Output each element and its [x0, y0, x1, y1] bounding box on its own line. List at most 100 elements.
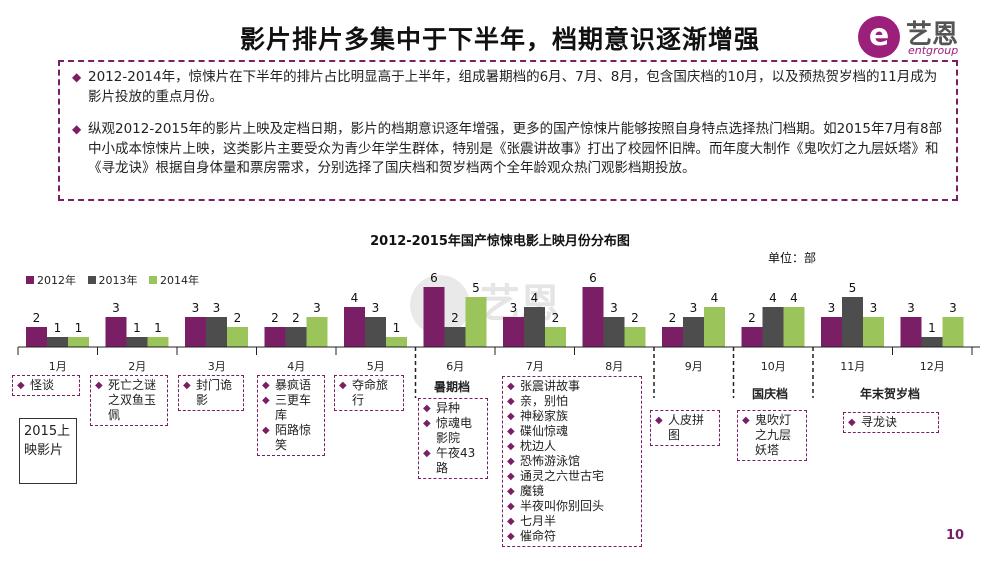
- data-label: 2: [552, 311, 560, 325]
- list-item: ◆ 三更车库: [262, 393, 312, 422]
- list-item: ◆ 怪谈: [17, 378, 55, 392]
- films-sep: ◆ 人皮拼图: [650, 410, 720, 446]
- diamond-bullet-icon: ◆: [655, 415, 663, 426]
- films-oct: ◆ 鬼吹灯之九层妖塔: [737, 410, 807, 461]
- bar-2014年-10月: [783, 307, 805, 347]
- data-label: 4: [351, 291, 359, 305]
- data-label: 4: [790, 291, 798, 305]
- data-label: 4: [769, 291, 777, 305]
- diamond-bullet-icon: ◆: [507, 426, 515, 437]
- data-label: 1: [393, 321, 401, 335]
- bar-2014年-4月: [306, 317, 328, 347]
- list-item: ◆ 神秘家族: [507, 409, 569, 423]
- bar-2014年-9月: [704, 307, 725, 347]
- list-item: ◆ 魔镜: [507, 484, 545, 498]
- data-label: 5: [472, 281, 480, 295]
- diamond-bullet-icon: ◆: [507, 456, 515, 467]
- bar-2014年-6月: [465, 297, 487, 347]
- chart-title: 2012-2015年国产惊悚电影上映月份分布图: [370, 234, 630, 249]
- diamond-bullet-icon: ◆: [95, 380, 103, 391]
- summary-point-2: ◆ 纵观2012-2015年的影片上映及定档日期，影片的档期意识逐年增强，更多的国…: [72, 121, 943, 176]
- data-label: 2: [669, 311, 677, 325]
- data-label: 4: [531, 291, 539, 305]
- season-new-year: 年末贺岁档: [859, 387, 920, 401]
- diamond-bullet-icon: ◆: [262, 395, 270, 406]
- summary-point-1: ◆ 2012-2014年，惊悚片在下半年的排片占比明显高于上半年，组成暑期档的6月…: [72, 69, 938, 105]
- label-2015-releases: 2015上映影片: [19, 418, 77, 484]
- bar-2014年-1月: [68, 337, 89, 347]
- diamond-bullet-icon: ◆: [262, 425, 270, 436]
- bar-2014年-3月: [227, 327, 248, 347]
- bar-2014年-11月: [863, 317, 884, 347]
- legend-item-2014: 2014年: [149, 274, 199, 287]
- bar-2012年-12月: [900, 317, 922, 347]
- legend-swatch-2014: [149, 276, 157, 284]
- data-label: 3: [690, 301, 698, 315]
- list-item: ◆ 亲，别怕: [507, 394, 569, 408]
- diamond-bullet-icon: ◆: [423, 448, 431, 459]
- data-label: 2: [748, 311, 756, 325]
- bar-2013年-5月: [365, 317, 386, 347]
- list-item: ◆ 死亡之谜之双鱼玉佩: [95, 378, 157, 422]
- season-summer: 暑期档: [433, 380, 470, 394]
- list-item: ◆ 陌路惊笑: [262, 423, 312, 452]
- tick-label-9月: 9月: [684, 360, 703, 373]
- diamond-bullet-icon: ◆: [507, 501, 515, 512]
- diamond-bullet-icon: ◆: [507, 441, 515, 452]
- bar-2013年-6月: [444, 327, 466, 347]
- bar-2013年-2月: [126, 337, 148, 347]
- data-label: 1: [54, 321, 62, 335]
- diamond-bullet-icon: ◆: [742, 415, 750, 426]
- list-item: ◆ 通灵之六世古宅: [507, 469, 605, 483]
- bar-2014年-5月: [386, 337, 407, 347]
- tick-label-4月: 4月: [287, 360, 306, 373]
- data-label: 4: [711, 291, 719, 305]
- season-national-day: 国庆档: [751, 387, 788, 401]
- diamond-bullet-icon: ◆: [507, 486, 515, 497]
- list-item: ◆ 半夜叫你别回头: [507, 499, 605, 513]
- tick-label-1月: 1月: [48, 360, 67, 373]
- page-number: 10: [946, 528, 965, 543]
- legend-swatch-2013: [87, 276, 96, 284]
- diamond-bullet-icon: ◆: [17, 380, 25, 391]
- diamond-bullet-icon: ◆: [507, 516, 515, 527]
- bar-2012年-7月: [503, 317, 524, 347]
- bar-2012年-5月: [344, 307, 365, 347]
- diamond-bullet-icon: ◆: [423, 418, 431, 429]
- data-label: 2: [451, 311, 459, 325]
- page-title: 影片排片多集中于下半年，档期意识逐渐增强: [239, 25, 760, 54]
- bar-2013年-7月: [524, 307, 545, 347]
- bar-2013年-3月: [206, 317, 227, 347]
- bar-2013年-4月: [285, 327, 307, 347]
- summary-box: ◆ 2012-2014年，惊悚片在下半年的排片占比明显高于上半年，组成暑期档的6月…: [58, 60, 958, 201]
- list-item: ◆ 惊魂电影院: [423, 416, 473, 445]
- bar-2012年-2月: [105, 317, 127, 347]
- data-label: 3: [313, 301, 321, 315]
- tick-label-11月: 11月: [840, 360, 866, 373]
- bar-2013年-12月: [921, 337, 943, 347]
- data-label: 5: [849, 281, 857, 295]
- list-item: ◆ 七月半: [507, 514, 557, 528]
- tick-label-7月: 7月: [525, 360, 544, 373]
- data-label: 3: [510, 301, 518, 315]
- entgroup-logo: e 艺恩 entgroup: [858, 14, 993, 62]
- bar-2013年-11月: [842, 297, 863, 347]
- films-mar: ◆ 封门诡影: [178, 375, 244, 411]
- data-label: 3: [213, 301, 221, 315]
- list-item: ◆ 午夜43路: [423, 446, 476, 475]
- chart-legend: 2012年 2013年 2014年: [26, 272, 207, 288]
- diamond-bullet-icon: ◆: [507, 396, 515, 407]
- bar-2012年-1月: [26, 327, 47, 347]
- bar-2014年-12月: [942, 317, 964, 347]
- data-label: 1: [133, 321, 141, 335]
- data-label: 3: [192, 301, 200, 315]
- list-item: ◆ 碟仙惊魂: [507, 424, 569, 438]
- data-label: 2: [33, 311, 41, 325]
- logo-en: entgroup: [908, 44, 959, 57]
- films-jun: ◆ 异种 ◆ 惊魂电影院 ◆ 午夜43路: [418, 398, 488, 479]
- diamond-bullet-icon: ◆: [183, 380, 191, 391]
- diamond-bullet-icon: ◆: [72, 70, 82, 84]
- bar-2014年-8月: [624, 327, 646, 347]
- tick-label-6月: 6月: [446, 360, 465, 373]
- list-item: ◆ 枕边人: [507, 439, 557, 453]
